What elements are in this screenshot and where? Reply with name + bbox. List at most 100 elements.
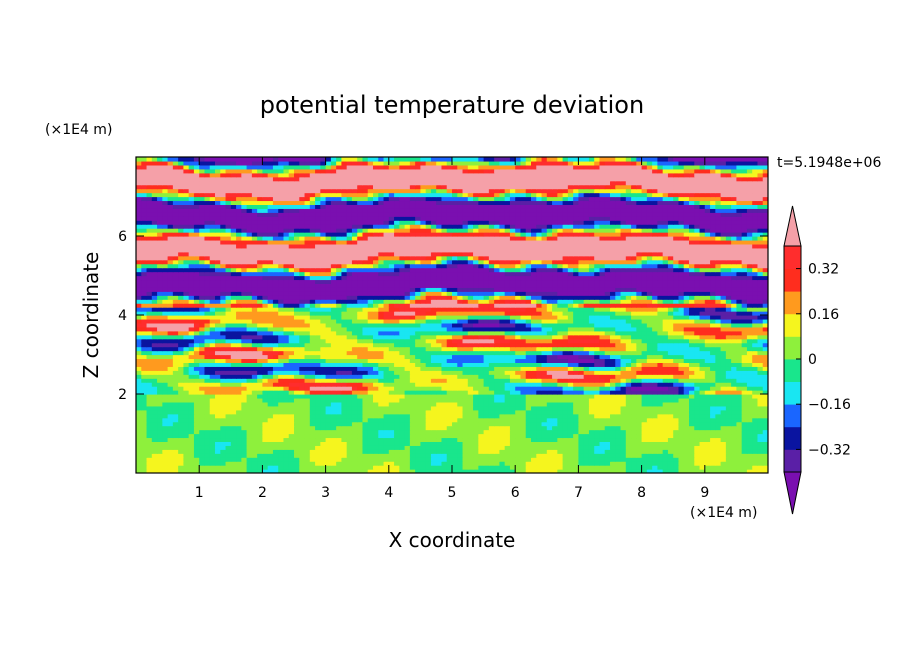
heatmap-cell — [367, 429, 374, 435]
heatmap-cell — [478, 378, 485, 383]
heatmap-cell — [478, 390, 485, 395]
heatmap-cell — [288, 342, 295, 348]
heatmap-cell — [457, 397, 464, 403]
heatmap-cell — [615, 386, 622, 391]
heatmap-cell — [441, 390, 448, 395]
heatmap-cell — [351, 366, 358, 371]
heatmap-cell — [157, 315, 163, 320]
heatmap-cell — [615, 421, 622, 427]
heatmap-cell — [594, 413, 601, 419]
heatmap-cell — [425, 417, 432, 423]
heatmap-cell — [299, 457, 306, 462]
heatmap-cell — [736, 417, 743, 423]
heatmap-cell — [162, 429, 169, 435]
heatmap-cell — [620, 425, 627, 431]
heatmap-cell — [594, 425, 601, 431]
heatmap-cell — [230, 390, 237, 395]
heatmap-cell — [283, 362, 290, 367]
heatmap-cell — [704, 441, 711, 446]
heatmap-cell — [525, 315, 532, 320]
heatmap-cell — [689, 370, 695, 375]
heatmap-cell — [388, 441, 395, 446]
heatmap-cell — [178, 334, 184, 340]
heatmap-cell — [267, 326, 274, 332]
heatmap-cell — [446, 326, 453, 332]
heatmap-cell — [183, 441, 190, 446]
heatmap-cell — [225, 315, 232, 320]
heatmap-cell — [552, 386, 558, 391]
heatmap-cell — [494, 326, 500, 332]
heatmap-cell — [694, 350, 701, 356]
heatmap-cell — [162, 417, 169, 423]
heatmap-cell — [725, 409, 732, 415]
heatmap-cell — [625, 382, 632, 387]
heatmap-cell — [346, 421, 353, 427]
heatmap-cell — [178, 449, 184, 454]
heatmap-cell — [467, 307, 474, 312]
heatmap-cell — [430, 401, 437, 407]
heatmap-cell — [346, 342, 353, 348]
heatmap-cell — [304, 366, 311, 371]
heatmap-cell — [262, 394, 269, 399]
heatmap-cell — [483, 378, 490, 383]
heatmap-cell — [441, 330, 448, 336]
heatmap-cell — [367, 413, 374, 419]
heatmap-cell — [199, 362, 206, 367]
heatmap-cell — [315, 386, 321, 391]
heatmap-cell — [436, 378, 443, 383]
heatmap-cell — [288, 469, 295, 473]
heatmap-cell — [299, 449, 306, 454]
heatmap-cell — [257, 386, 263, 391]
heatmap-cell — [525, 465, 532, 470]
heatmap-cell — [341, 394, 348, 399]
heatmap-cell — [673, 405, 680, 411]
heatmap-cell — [146, 326, 153, 332]
heatmap-cell — [420, 326, 427, 332]
heatmap-cell — [452, 342, 458, 348]
heatmap-cell — [715, 417, 722, 423]
heatmap-cell — [604, 441, 611, 446]
heatmap-cell — [520, 465, 527, 470]
heatmap-cell — [373, 449, 379, 454]
heatmap-cell — [404, 342, 411, 348]
heatmap-cell — [478, 358, 485, 363]
heatmap-cell — [441, 465, 448, 470]
heatmap-cell — [552, 362, 558, 367]
heatmap-cell — [604, 397, 611, 403]
heatmap-cell — [509, 457, 516, 462]
heatmap-cell — [473, 437, 479, 442]
heatmap-cell — [230, 366, 237, 371]
heatmap-cell — [736, 469, 743, 473]
heatmap-cell — [752, 362, 759, 367]
heatmap-cell — [662, 382, 669, 387]
heatmap-cell — [625, 425, 632, 431]
heatmap-cell — [446, 307, 453, 312]
heatmap-cell — [183, 342, 190, 348]
heatmap-cell — [236, 354, 242, 360]
heatmap-cell — [272, 405, 279, 411]
heatmap-cell — [278, 465, 285, 470]
heatmap-cell — [531, 457, 537, 462]
heatmap-cell — [620, 397, 627, 403]
heatmap-cell — [409, 382, 416, 387]
heatmap-cell — [578, 421, 585, 427]
heatmap-cell — [220, 413, 227, 419]
heatmap-cell — [562, 334, 569, 340]
heatmap-cell — [430, 421, 437, 427]
heatmap-cell — [736, 405, 743, 411]
heatmap-cell — [325, 394, 332, 399]
heatmap-cell — [546, 358, 553, 363]
heatmap-cell — [546, 421, 553, 427]
heatmap-cell — [388, 457, 395, 462]
heatmap-cell — [583, 334, 590, 340]
heatmap-cell — [178, 405, 184, 411]
heatmap-cell — [478, 453, 485, 458]
heatmap-cell — [467, 465, 474, 470]
heatmap-cell — [625, 322, 632, 328]
heatmap-cell — [378, 354, 385, 360]
heatmap-cell — [462, 366, 469, 371]
heatmap-cell — [725, 457, 732, 462]
heatmap-cell — [336, 441, 342, 446]
heatmap-cell — [525, 405, 532, 411]
heatmap-cell — [262, 413, 269, 419]
